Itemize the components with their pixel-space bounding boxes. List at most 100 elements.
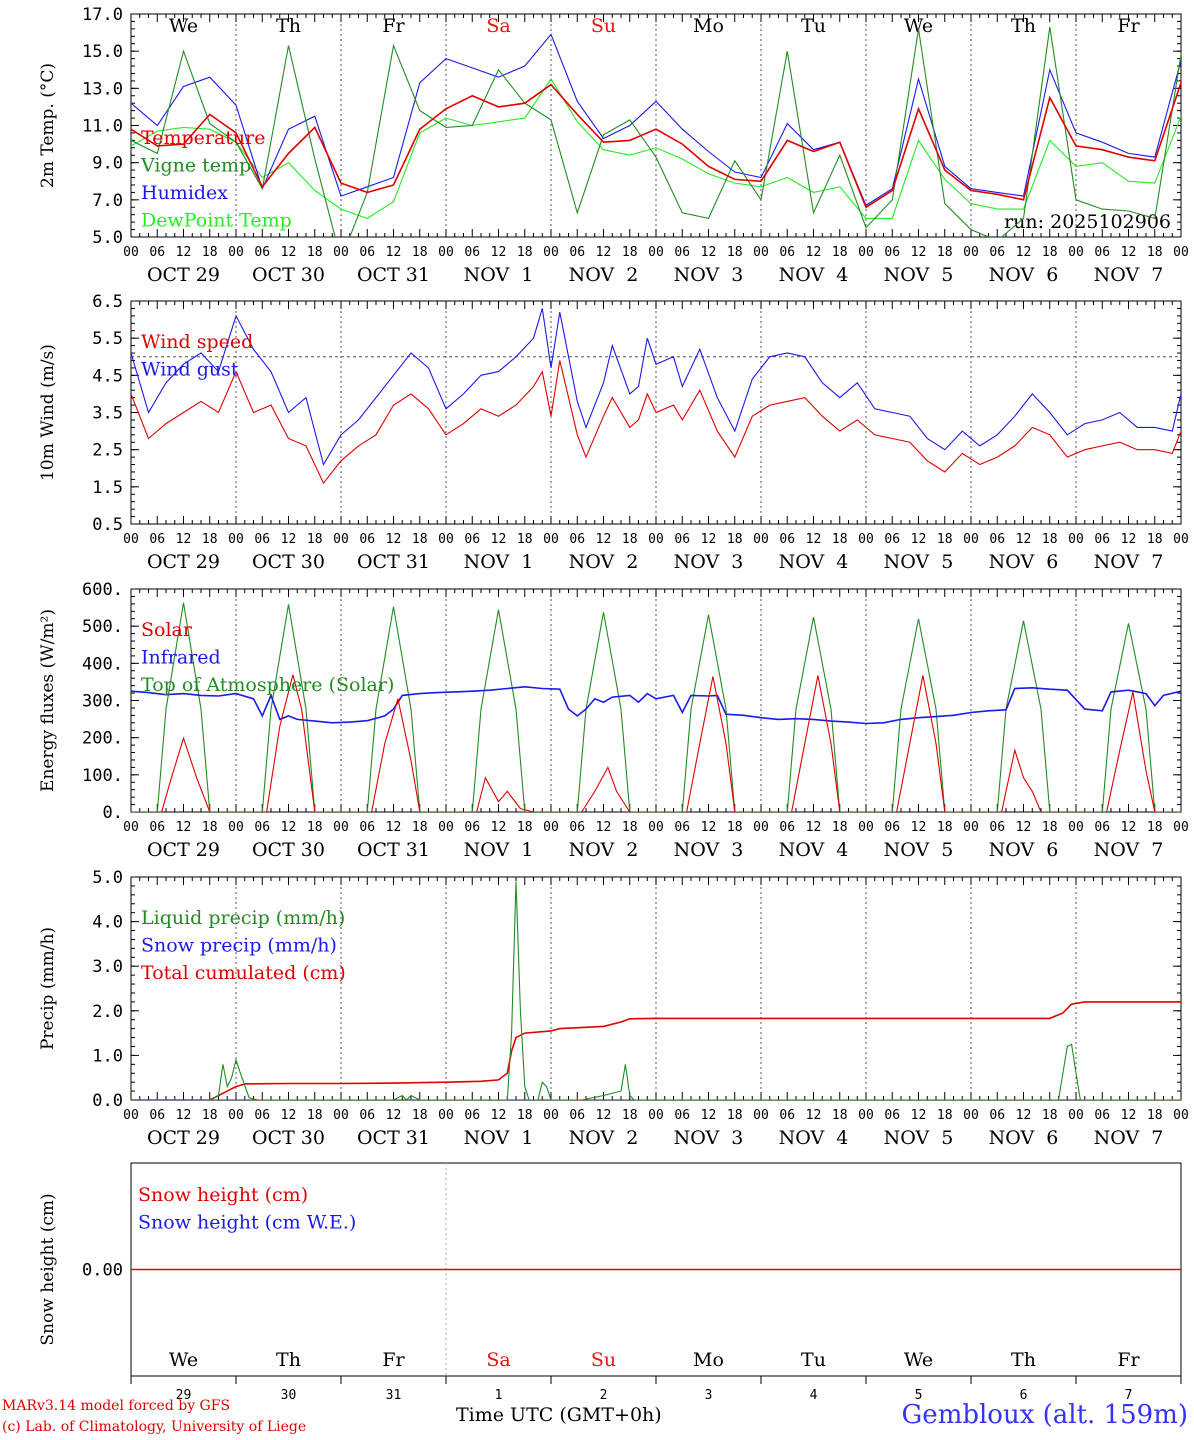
date-label: OCT 31	[357, 1127, 430, 1149]
hour-tick-label: 12	[911, 820, 927, 835]
y-tick-label: 17.0	[82, 5, 123, 25]
hour-tick-label: 18	[1147, 532, 1163, 547]
legend-entry: Wind speed	[141, 331, 253, 353]
day-of-week-label: We	[904, 1349, 933, 1371]
day-number-label: 5	[915, 1388, 923, 1403]
hour-tick-label: 06	[149, 245, 165, 260]
date-label: NOV 1	[464, 551, 534, 573]
hour-tick-label: 06	[779, 532, 795, 547]
hour-tick-label: 12	[911, 532, 927, 547]
hour-tick-label: 12	[1121, 820, 1137, 835]
hour-tick-label: 06	[674, 532, 690, 547]
hour-tick-label: 00	[648, 532, 664, 547]
hour-tick-label: 18	[727, 820, 743, 835]
day-number-label: 4	[810, 1388, 818, 1403]
hour-tick-label: 18	[832, 245, 848, 260]
date-label: NOV 2	[569, 839, 639, 861]
hour-tick-label: 00	[438, 820, 454, 835]
y-axis-label: Precip (mm/h)	[38, 927, 58, 1050]
hour-tick-label: 12	[1016, 1108, 1032, 1123]
y-tick-label: 9.0	[92, 154, 123, 174]
hour-tick-label: 18	[622, 532, 638, 547]
date-label: NOV 5	[884, 839, 954, 861]
day-of-week-label: Tu	[801, 1349, 826, 1371]
series-line-infrared	[131, 685, 1181, 725]
y-axis-label: 10m Wind (m/s)	[38, 344, 58, 481]
hour-tick-label: 06	[359, 532, 375, 547]
y-tick-label: 6.5	[92, 292, 123, 312]
date-label: NOV 2	[569, 264, 639, 286]
hour-tick-label: 00	[1068, 245, 1084, 260]
day-number-label: 2	[600, 1388, 608, 1403]
legend-entry: Top of Atmosphere (Solar)	[141, 674, 394, 696]
date-label: NOV 3	[674, 1127, 744, 1149]
series-line-liquid-precip-mm-h-	[131, 881, 1181, 1100]
station-name: Gembloux (alt. 159m)	[901, 1400, 1188, 1430]
date-label: OCT 31	[357, 551, 430, 573]
date-label: NOV 6	[989, 1127, 1059, 1149]
hour-tick-label: 18	[1147, 1108, 1163, 1123]
hour-tick-label: 00	[648, 820, 664, 835]
date-label: OCT 30	[252, 264, 325, 286]
date-label: OCT 29	[147, 551, 220, 573]
hour-tick-label: 00	[753, 820, 769, 835]
hour-tick-label: 00	[1173, 532, 1189, 547]
date-label: NOV 2	[569, 1127, 639, 1149]
y-tick-label: 4.0	[92, 913, 123, 933]
date-label: NOV 7	[1094, 264, 1164, 286]
hour-tick-label: 00	[963, 532, 979, 547]
hour-tick-label: 06	[989, 532, 1005, 547]
hour-tick-label: 00	[1068, 820, 1084, 835]
legend-entry: Snow height (cm W.E.)	[138, 1212, 356, 1234]
hour-tick-label: 18	[1042, 820, 1058, 835]
hour-tick-label: 06	[569, 532, 585, 547]
hour-tick-label: 12	[806, 820, 822, 835]
hour-tick-label: 00	[123, 532, 139, 547]
hour-tick-label: 12	[1016, 245, 1032, 260]
hour-tick-label: 00	[228, 245, 244, 260]
date-label: NOV 5	[884, 1127, 954, 1149]
hour-tick-label: 18	[622, 1108, 638, 1123]
date-label: NOV 4	[779, 551, 849, 573]
day-of-week-label: Sa	[486, 15, 510, 37]
hour-tick-label: 00	[648, 1108, 664, 1123]
hour-tick-label: 18	[202, 532, 218, 547]
y-tick-label: 11.0	[82, 117, 123, 137]
y-tick-label: 100.	[82, 766, 123, 786]
series-line-dewpoint-temp	[131, 77, 1181, 220]
hour-tick-label: 18	[1147, 820, 1163, 835]
hour-tick-label: 12	[596, 1108, 612, 1123]
series-line-total-cumulated-cm-	[131, 1001, 1181, 1100]
hour-tick-label: 18	[1042, 1108, 1058, 1123]
hour-tick-label: 18	[937, 532, 953, 547]
y-tick-label: 1.5	[92, 478, 123, 498]
series-line-temperature	[131, 81, 1181, 209]
day-of-week-label: Th	[276, 1349, 301, 1371]
hour-tick-label: 06	[149, 1108, 165, 1123]
day-number-label: 3	[705, 1388, 713, 1403]
hour-tick-label: 06	[674, 820, 690, 835]
x-axis-title: Time UTC (GMT+0h)	[456, 1404, 662, 1426]
hour-tick-label: 18	[727, 532, 743, 547]
hour-tick-label: 06	[464, 820, 480, 835]
hour-tick-label: 00	[1068, 532, 1084, 547]
y-axis-label: Snow height (cm)	[38, 1193, 58, 1345]
hour-tick-label: 00	[963, 1108, 979, 1123]
y-tick-label: 600.	[82, 580, 123, 600]
hour-tick-label: 12	[281, 1108, 297, 1123]
day-of-week-label: Su	[591, 1349, 616, 1371]
hour-tick-label: 00	[123, 245, 139, 260]
hour-tick-label: 18	[727, 245, 743, 260]
date-label: NOV 3	[674, 264, 744, 286]
hour-tick-label: 06	[884, 532, 900, 547]
legend-entry: Temperature	[141, 127, 265, 149]
date-label: NOV 6	[989, 551, 1059, 573]
hour-tick-label: 06	[989, 820, 1005, 835]
y-tick-label: 13.0	[82, 79, 123, 99]
day-of-week-label: We	[169, 15, 198, 37]
hour-tick-label: 12	[386, 532, 402, 547]
legend-entry: Snow height (cm)	[138, 1184, 308, 1206]
day-of-week-label: Fr	[1117, 15, 1140, 37]
date-label: NOV 6	[989, 264, 1059, 286]
hour-tick-label: 18	[937, 1108, 953, 1123]
